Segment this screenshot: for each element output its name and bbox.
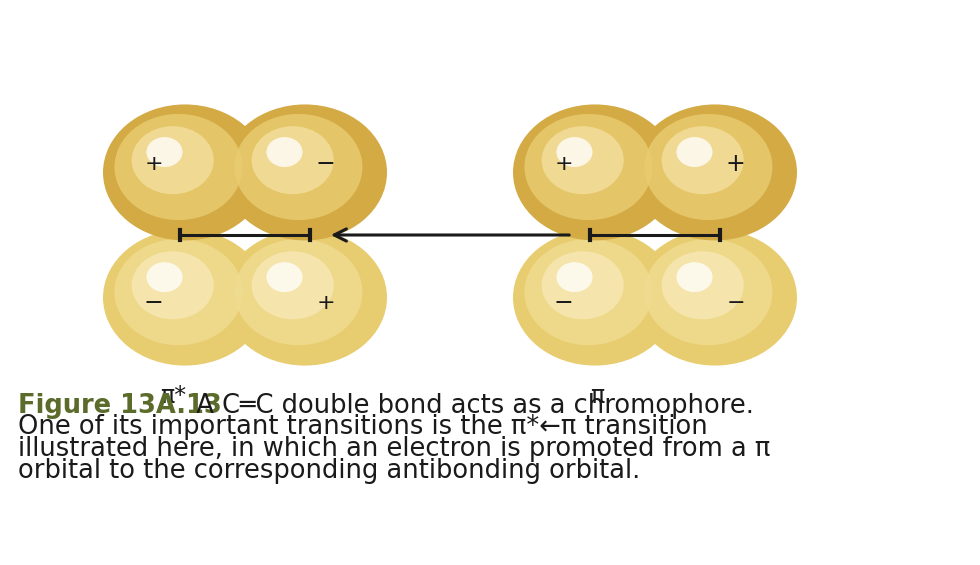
Ellipse shape xyxy=(524,239,653,345)
Ellipse shape xyxy=(542,126,623,194)
Ellipse shape xyxy=(146,262,182,292)
Ellipse shape xyxy=(267,137,303,167)
Text: −: − xyxy=(726,293,745,313)
Text: −: − xyxy=(554,291,573,315)
Text: Figure 13A.13: Figure 13A.13 xyxy=(18,393,221,419)
Ellipse shape xyxy=(234,239,363,345)
Ellipse shape xyxy=(557,137,593,167)
Text: −: − xyxy=(316,153,335,176)
Ellipse shape xyxy=(267,262,303,292)
Ellipse shape xyxy=(524,114,653,220)
Text: +: + xyxy=(725,153,746,176)
Ellipse shape xyxy=(633,229,797,366)
Ellipse shape xyxy=(223,229,387,366)
Ellipse shape xyxy=(146,137,182,167)
Ellipse shape xyxy=(557,262,593,292)
Ellipse shape xyxy=(645,114,772,220)
Ellipse shape xyxy=(131,251,214,319)
Text: −: − xyxy=(144,291,164,315)
Text: +: + xyxy=(555,154,573,174)
Ellipse shape xyxy=(676,262,712,292)
Ellipse shape xyxy=(115,239,242,345)
Text: π: π xyxy=(590,384,605,407)
Ellipse shape xyxy=(662,251,744,319)
Ellipse shape xyxy=(513,105,677,241)
Text: +: + xyxy=(144,154,163,174)
Ellipse shape xyxy=(542,251,623,319)
Text: One of its important transitions is the π*←π transition: One of its important transitions is the … xyxy=(18,415,708,441)
Ellipse shape xyxy=(234,114,363,220)
Text: π*: π* xyxy=(160,384,186,407)
Text: +: + xyxy=(317,293,335,313)
Ellipse shape xyxy=(252,251,334,319)
Text: illustrated here, in which an electron is promoted from a π: illustrated here, in which an electron i… xyxy=(18,436,770,462)
Text: A C═C double bond acts as a chromophore.: A C═C double bond acts as a chromophore. xyxy=(180,393,754,419)
Text: orbital to the corresponding antibonding orbital.: orbital to the corresponding antibonding… xyxy=(18,458,640,484)
Ellipse shape xyxy=(103,229,267,366)
Ellipse shape xyxy=(252,126,334,194)
Ellipse shape xyxy=(223,105,387,241)
Ellipse shape xyxy=(513,229,677,366)
Ellipse shape xyxy=(645,239,772,345)
Ellipse shape xyxy=(633,105,797,241)
Ellipse shape xyxy=(103,105,267,241)
Ellipse shape xyxy=(676,137,712,167)
Ellipse shape xyxy=(662,126,744,194)
Ellipse shape xyxy=(115,114,242,220)
Ellipse shape xyxy=(131,126,214,194)
